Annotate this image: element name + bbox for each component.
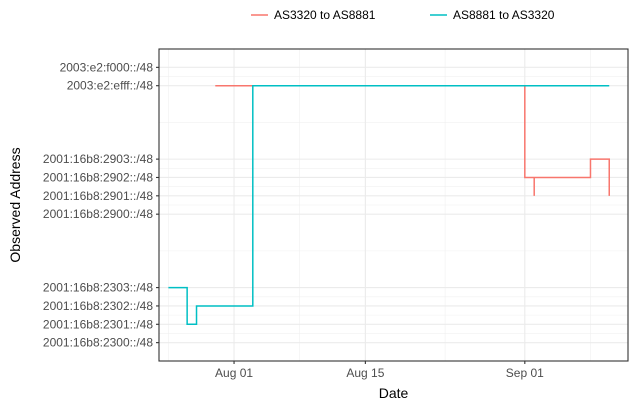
- panel-border: [158, 48, 629, 362]
- series-line-2: [168, 84, 610, 326]
- x-axis-title: Date: [379, 385, 409, 401]
- x-tick-label: Aug 15: [346, 366, 384, 380]
- x-tick-label: Aug 01: [215, 366, 253, 380]
- legend-label-2: AS8881 to AS3320: [453, 8, 555, 22]
- y-tick-label: 2001:16b8:2901::/48: [43, 189, 153, 203]
- y-tick-label: 2003:e2:efff::/48: [67, 79, 154, 93]
- y-tick-label: 2001:16b8:2303::/48: [43, 281, 153, 295]
- y-tick-label: 2001:16b8:2300::/48: [43, 336, 153, 350]
- y-tick-label: 2001:16b8:2301::/48: [43, 317, 153, 331]
- legend-label-1: AS3320 to AS8881: [274, 8, 376, 22]
- legend: AS3320 to AS8881 AS8881 to AS3320: [251, 8, 555, 22]
- y-tick-label: 2001:16b8:2903::/48: [43, 152, 153, 166]
- plot-panel: [158, 48, 629, 362]
- y-tick-label: 2001:16b8:2902::/48: [43, 170, 153, 184]
- y-tick-label: 2001:16b8:2302::/48: [43, 299, 153, 313]
- y-tick-label: 2003:e2:f000::/48: [60, 60, 154, 74]
- x-tick-label: Sep 01: [506, 366, 544, 380]
- y-tick-label: 2001:16b8:2900::/48: [43, 207, 153, 221]
- y-axis-title: Observed Address: [7, 147, 23, 262]
- axes: 2001:16b8:2300::/48 2001:16b8:2301::/48 20…: [7, 60, 544, 401]
